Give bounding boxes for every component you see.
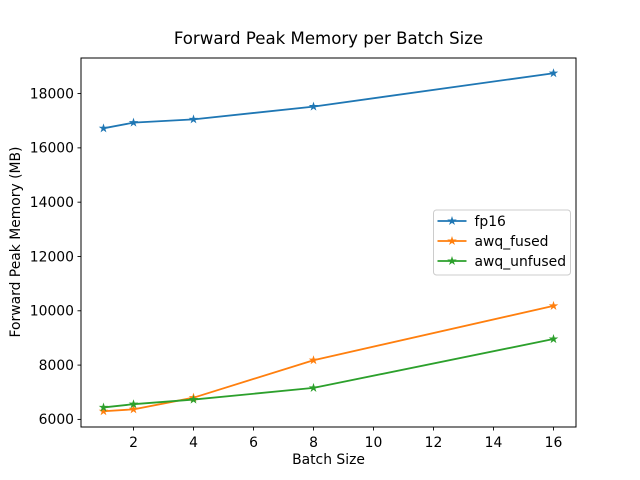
- legend-entry-label-fp16: fp16: [475, 214, 506, 230]
- series-line-awq_fused: [103, 305, 554, 413]
- series-marker-awq_fused: [548, 300, 559, 310]
- legend-marker-fp16: [447, 216, 457, 226]
- chart-title: Forward Peak Memory per Batch Size: [174, 29, 483, 48]
- series-marker-awq_fused: [308, 355, 319, 365]
- series-line-awq_unfused: [103, 338, 554, 409]
- series-marker-awq_unfused: [98, 402, 109, 412]
- series-marker-awq_unfused: [128, 399, 139, 409]
- x-tick-label: 14: [485, 435, 503, 451]
- y-axis-label: Forward Peak Memory (MB): [8, 147, 24, 338]
- x-axis-label: Batch Size: [292, 452, 365, 468]
- x-tick-label: 8: [309, 435, 318, 451]
- series-marker-awq_fused: [128, 404, 139, 414]
- plot-border: [80, 57, 577, 428]
- legend-box: [433, 209, 571, 276]
- x-tick-label: 12: [425, 435, 443, 451]
- series-marker-awq_fused: [98, 406, 109, 416]
- series-marker-awq_unfused: [548, 334, 559, 344]
- series-marker-fp16: [98, 123, 109, 133]
- legend-entry-label-awq_unfused: awq_unfused: [475, 254, 567, 270]
- x-tick-label: 4: [189, 435, 198, 451]
- y-tick-label: 16000: [30, 141, 74, 157]
- y-tick-label: 12000: [30, 249, 74, 265]
- x-tick-label: 6: [249, 435, 258, 451]
- y-tick-label: 10000: [30, 304, 74, 320]
- series-marker-awq_unfused: [308, 382, 319, 392]
- y-tick-label: 6000: [39, 412, 74, 428]
- x-tick-label: 16: [545, 435, 563, 451]
- series-marker-fp16: [188, 114, 199, 124]
- y-tick-label: 14000: [30, 195, 74, 211]
- y-tick-label: 18000: [30, 86, 74, 102]
- series-marker-fp16: [548, 68, 559, 78]
- series-line-fp16: [103, 72, 554, 130]
- y-tick-label: 8000: [39, 358, 74, 374]
- legend-marker-awq_unfused: [447, 256, 457, 266]
- chart-layer: 2 4 6 8 10 12 14 16 6000 8000 10000 12000 14000 16000…: [30, 57, 577, 451]
- x-tick-label: 10: [365, 435, 383, 451]
- x-tick-label: 2: [129, 435, 138, 451]
- legend-marker-awq_fused: [447, 236, 457, 246]
- series-marker-fp16: [308, 101, 319, 111]
- series-marker-fp16: [128, 117, 139, 127]
- series-marker-awq_unfused: [188, 394, 199, 404]
- legend-entry-label-awq_fused: awq_fused: [475, 234, 549, 250]
